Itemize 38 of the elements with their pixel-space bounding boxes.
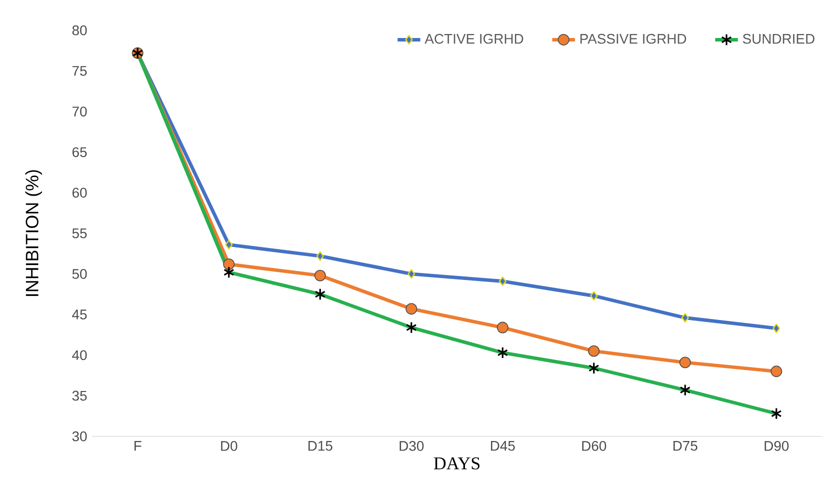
y-tick-label: 65 [72, 147, 87, 158]
legend-label: SUNDRIED [742, 34, 814, 44]
legend-label: ACTIVE IGRHD [424, 34, 524, 44]
point [496, 322, 508, 334]
y-tick-label: 40 [72, 350, 87, 360]
point [408, 269, 416, 279]
point [679, 356, 691, 368]
legend-label: PASSIVE IGRHD [580, 34, 686, 44]
point [590, 290, 598, 301]
x-tick-label: D60 [582, 441, 606, 451]
x-tick-label: D45 [490, 441, 515, 451]
x-tick-label: D75 [673, 441, 698, 451]
y-tick-label: 55 [72, 228, 87, 238]
x-tick-label: D0 [221, 441, 238, 451]
x-tick-label: D90 [764, 441, 789, 451]
x-axis-title: DAYS [434, 457, 480, 470]
x-tick-label: D15 [308, 441, 332, 451]
y-tick-label: 45 [72, 310, 87, 320]
point [225, 240, 233, 250]
point [223, 258, 235, 270]
y-tick-label: 50 [72, 269, 87, 279]
point [498, 276, 506, 286]
x-tick-label: F [134, 441, 142, 451]
x-tick-label: D30 [400, 441, 424, 451]
y-tick-label: 75 [72, 66, 87, 76]
point [770, 366, 782, 378]
point [316, 251, 324, 261]
y-tick-label: 80 [72, 25, 87, 36]
point [772, 323, 780, 334]
y-tick-label: 70 [72, 106, 87, 116]
y-tick-label: 60 [72, 188, 87, 198]
y-tick-label: 30 [72, 431, 87, 442]
point [681, 312, 689, 323]
point [588, 345, 600, 357]
point [314, 270, 326, 282]
y-axis-title: INHIBITION (%) [25, 170, 42, 296]
y-tick-label: 35 [72, 390, 87, 401]
point [406, 303, 418, 315]
